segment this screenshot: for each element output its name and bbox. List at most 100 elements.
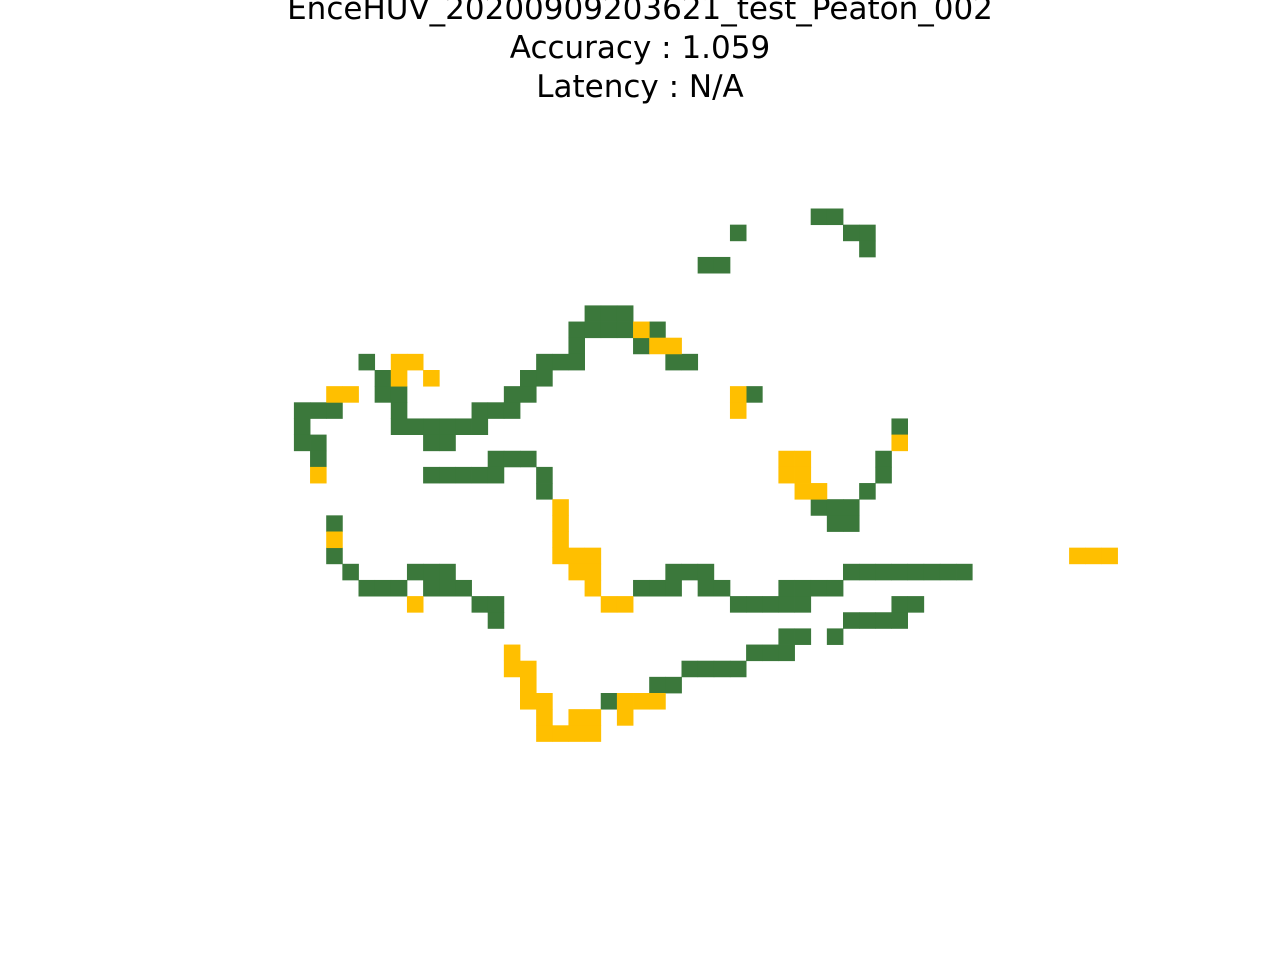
ground-truth-cell <box>487 402 505 419</box>
ground-truth-cell <box>665 563 682 581</box>
ground-truth-cell <box>584 321 602 339</box>
ground-truth-cell <box>536 353 553 371</box>
prediction-cell <box>503 660 521 678</box>
ground-truth-cell <box>810 579 828 597</box>
ground-truth-cell <box>875 466 892 484</box>
ground-truth-cell <box>455 579 472 597</box>
ground-truth-cell <box>471 402 489 419</box>
ground-truth-cell <box>826 208 844 226</box>
prediction-cell <box>1069 547 1086 565</box>
ground-truth-cell <box>794 628 812 645</box>
ground-truth-cell <box>729 224 747 242</box>
prediction-cell <box>600 596 618 613</box>
ground-truth-cell <box>342 563 359 581</box>
ground-truth-cell <box>907 596 925 613</box>
ground-truth-cell <box>520 370 537 387</box>
prediction-cell <box>729 386 747 403</box>
ground-truth-cell <box>471 418 489 435</box>
ground-truth-cell <box>374 370 392 387</box>
ground-truth-cell <box>826 579 844 597</box>
ground-truth-cell <box>439 563 456 581</box>
ground-truth-cell <box>310 434 327 452</box>
ground-truth-cell <box>568 353 585 371</box>
ground-truth-cell <box>649 676 666 694</box>
ground-truth-cell <box>487 596 505 613</box>
ground-truth-cell <box>843 499 860 516</box>
ground-truth-cell <box>778 644 795 662</box>
ground-truth-cell <box>859 483 876 500</box>
prediction-cell <box>406 596 424 613</box>
ground-truth-cell <box>859 224 876 242</box>
prediction-cell <box>342 386 359 403</box>
prediction-cell <box>794 466 812 484</box>
ground-truth-cell <box>681 353 699 371</box>
prediction-cell <box>423 370 440 387</box>
prediction-cell <box>568 725 585 742</box>
ground-truth-cell <box>746 644 763 662</box>
chart-title-name: EnceHUV_20200909203621_test_Peaton_002 <box>287 0 993 27</box>
ground-truth-cell <box>471 466 489 484</box>
ground-truth-cell <box>326 402 343 419</box>
prediction-cell <box>552 725 569 742</box>
ground-truth-cell <box>891 563 908 581</box>
ground-truth-cell <box>778 596 795 613</box>
ground-truth-cell <box>697 563 715 581</box>
ground-truth-cell <box>665 676 682 694</box>
ground-truth-cell <box>503 450 521 468</box>
prediction-cell <box>794 450 812 468</box>
ground-truth-cell <box>439 466 456 484</box>
ground-truth-cell <box>729 660 747 678</box>
prediction-cell <box>536 709 553 726</box>
ground-truth-cell <box>439 579 456 597</box>
ground-truth-cell <box>600 321 618 339</box>
ground-truth-cell <box>326 547 343 565</box>
ground-truth-cell <box>713 660 731 678</box>
ground-truth-cell <box>778 628 795 645</box>
ground-truth-cell <box>487 612 505 629</box>
prediction-cell <box>552 531 569 549</box>
ground-truth-cell <box>503 402 521 419</box>
prediction-cell <box>584 579 602 597</box>
ground-truth-cell <box>826 515 844 532</box>
prediction-cell <box>649 693 666 710</box>
ground-truth-cell <box>503 386 521 403</box>
prediction-cell <box>1101 547 1118 565</box>
ground-truth-cell <box>891 418 908 435</box>
ground-truth-cell <box>810 208 828 226</box>
ground-truth-cell <box>633 579 650 597</box>
ground-truth-cell <box>423 466 440 484</box>
ground-truth-cell <box>487 466 505 484</box>
ground-truth-cell <box>649 321 666 339</box>
ground-truth-cell <box>616 321 634 339</box>
ground-truth-cell <box>374 386 392 403</box>
ground-truth-cell <box>568 337 585 355</box>
ground-truth-cell <box>762 644 779 662</box>
ground-truth-cell <box>875 563 892 581</box>
ground-truth-cell <box>423 434 440 452</box>
ground-truth-cell <box>374 579 392 597</box>
ground-truth-cell <box>358 579 376 597</box>
ground-truth-cell <box>520 386 537 403</box>
ground-truth-cell <box>568 321 585 339</box>
prediction-cell <box>633 693 650 710</box>
ground-truth-cell <box>697 256 715 274</box>
ground-truth-cell <box>794 596 812 613</box>
prediction-cell <box>326 386 343 403</box>
chart-title-accuracy: Accuracy : 1.059 <box>509 30 771 66</box>
ground-truth-cell <box>794 579 812 597</box>
ground-truth-cell <box>843 224 860 242</box>
prediction-cell <box>649 337 666 355</box>
chart-title: EnceHUV_20200909203621_test_Peaton_002 A… <box>0 0 1280 107</box>
ground-truth-cell <box>891 596 908 613</box>
ground-truth-cell <box>859 240 876 258</box>
ground-truth-cell <box>826 628 844 645</box>
prediction-cell <box>616 596 634 613</box>
ground-truth-cell <box>439 418 456 435</box>
grid-cells <box>293 208 1118 742</box>
ground-truth-cell <box>293 434 311 452</box>
ground-truth-cell <box>697 579 715 597</box>
ground-truth-cell <box>487 450 505 468</box>
ground-truth-cell <box>810 499 828 516</box>
prediction-cell <box>616 693 634 710</box>
ground-truth-cell <box>536 370 553 387</box>
